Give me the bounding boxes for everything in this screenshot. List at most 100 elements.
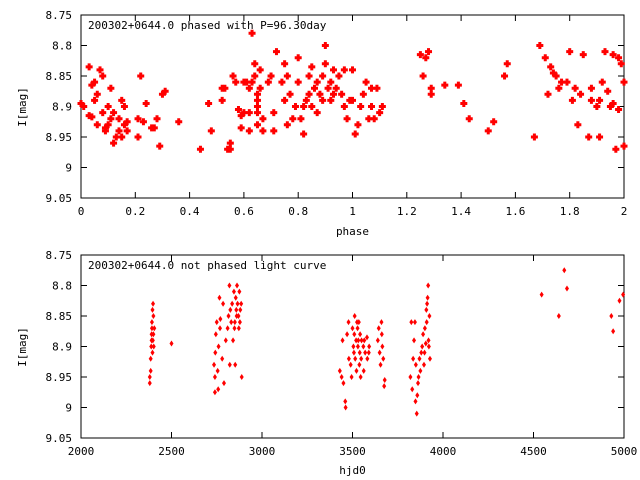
data-point xyxy=(151,331,156,338)
x-tick-label: 3000 xyxy=(249,445,276,458)
data-point xyxy=(308,63,316,71)
data-point xyxy=(585,133,593,141)
data-point xyxy=(85,63,93,71)
data-point xyxy=(359,90,367,98)
data-point xyxy=(150,349,155,356)
data-point xyxy=(340,337,345,344)
data-point xyxy=(376,109,384,117)
x-tick-label: 4500 xyxy=(520,445,547,458)
data-point xyxy=(415,392,420,399)
data-point xyxy=(316,90,324,98)
data-point xyxy=(353,355,358,362)
x-tick-label: 0.8 xyxy=(288,205,308,218)
data-point xyxy=(123,118,131,126)
data-point xyxy=(379,331,384,338)
data-point xyxy=(340,103,348,110)
data-point xyxy=(410,386,415,393)
data-point xyxy=(251,72,259,80)
data-point xyxy=(218,316,223,323)
data-point xyxy=(267,72,275,80)
data-point xyxy=(225,325,230,332)
data-point xyxy=(248,29,256,37)
data-point xyxy=(379,319,384,326)
data-point xyxy=(332,84,340,92)
data-point xyxy=(88,81,96,89)
data-point xyxy=(134,115,142,123)
data-point xyxy=(536,42,544,49)
data-point xyxy=(233,294,238,301)
data-point xyxy=(357,361,362,368)
data-point xyxy=(294,54,302,62)
data-point xyxy=(335,72,343,80)
data-point xyxy=(196,145,204,153)
data-point xyxy=(501,72,509,80)
data-point xyxy=(412,337,417,344)
y-axis-label: I[mag] xyxy=(16,327,29,367)
data-point xyxy=(354,337,359,344)
data-point xyxy=(226,139,234,147)
x-axis-label: phase xyxy=(336,225,369,238)
data-point xyxy=(93,121,101,129)
data-point xyxy=(425,48,433,56)
data-point xyxy=(361,343,366,350)
unphased-light-curve-panel: 2000 2500 3000 3500 4000 4500 5000 8.75 8.8 8.85 8… xyxy=(16,249,637,477)
y-tick-label: 8.95 xyxy=(46,371,73,384)
data-point xyxy=(237,288,242,295)
data-point xyxy=(214,319,219,326)
data-point xyxy=(611,328,616,335)
data-point xyxy=(281,60,289,68)
data-point xyxy=(426,282,431,289)
data-point xyxy=(213,349,218,356)
y-tick-label: 8.85 xyxy=(46,310,73,323)
data-point xyxy=(205,99,213,107)
data-point xyxy=(313,78,321,86)
data-point xyxy=(148,367,153,374)
data-point xyxy=(329,66,337,74)
data-point xyxy=(235,300,240,307)
data-point xyxy=(530,133,538,141)
data-point xyxy=(107,84,115,92)
data-point xyxy=(212,374,217,380)
x-tick-label: 1.2 xyxy=(397,205,417,218)
data-point xyxy=(343,115,351,123)
data-point xyxy=(411,355,416,362)
data-point xyxy=(615,54,623,62)
y-tick-label: 8.95 xyxy=(46,131,73,144)
data-point xyxy=(362,337,367,344)
data-point xyxy=(490,118,498,126)
data-point xyxy=(153,115,161,123)
data-point xyxy=(356,319,361,326)
data-point xyxy=(310,84,318,92)
data-point xyxy=(237,319,242,326)
data-point xyxy=(151,313,156,319)
data-point xyxy=(99,109,107,117)
x-tick-label: 0.2 xyxy=(125,205,145,218)
data-point xyxy=(556,313,561,319)
data-point xyxy=(346,355,351,362)
data-point xyxy=(221,380,226,387)
data-point xyxy=(552,72,560,80)
data-point xyxy=(149,343,154,350)
data-point xyxy=(484,127,492,135)
data-point xyxy=(118,96,126,104)
data-point xyxy=(596,96,604,104)
data-point xyxy=(234,106,242,114)
data-point xyxy=(321,60,329,68)
data-point xyxy=(425,300,430,307)
x-tick-label: 5000 xyxy=(611,445,638,458)
data-point xyxy=(621,291,626,298)
data-point xyxy=(544,90,552,98)
data-point xyxy=(161,87,169,95)
data-point xyxy=(577,90,585,98)
data-point xyxy=(596,133,604,141)
data-point xyxy=(427,84,435,92)
data-point xyxy=(236,325,241,332)
data-point xyxy=(408,374,413,380)
data-point xyxy=(356,337,361,344)
data-point xyxy=(364,334,369,341)
data-point xyxy=(207,127,215,135)
y-tick-label: 9 xyxy=(65,402,72,415)
data-point xyxy=(354,121,362,129)
data-point xyxy=(221,300,226,307)
data-point xyxy=(375,337,380,344)
